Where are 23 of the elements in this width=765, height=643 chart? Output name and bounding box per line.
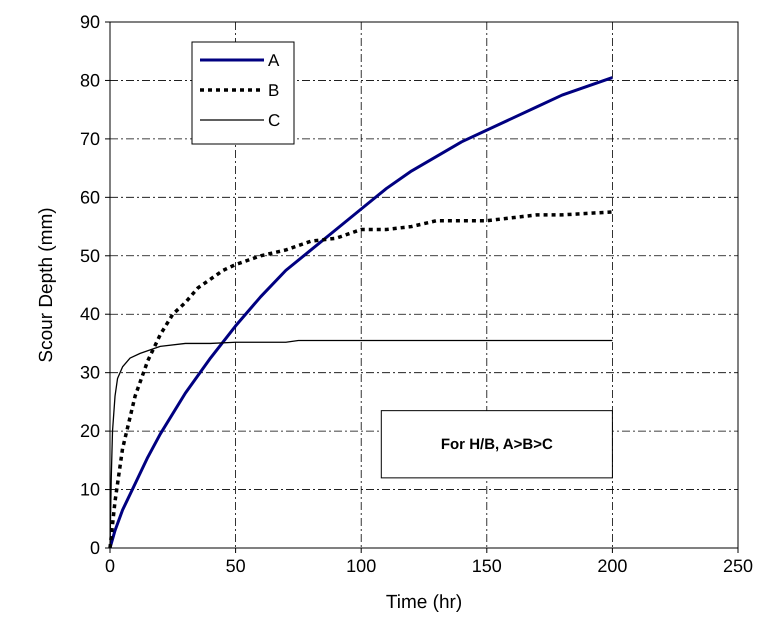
line-series bbox=[108, 76, 614, 550]
y-tick-label: 40 bbox=[80, 304, 100, 324]
y-tick-label: 0 bbox=[90, 538, 100, 558]
y-axis-title: Scour Depth (mm) bbox=[36, 207, 57, 363]
y-tick-label: 30 bbox=[80, 362, 100, 383]
x-tick-label: 50 bbox=[226, 556, 246, 576]
legend-label: B bbox=[268, 81, 280, 100]
y-tick-label: 80 bbox=[80, 70, 100, 90]
annotation: For H/B, A>B>C bbox=[440, 436, 553, 453]
legend-label: C bbox=[268, 111, 280, 130]
x-axis-title: Time (hr) bbox=[386, 592, 462, 613]
y-tick-label: 70 bbox=[80, 128, 100, 149]
y-tick-label: 60 bbox=[80, 187, 100, 208]
y-tick-label: 90 bbox=[80, 12, 100, 32]
x-tick-label: 200 bbox=[597, 556, 628, 576]
x-tick-label: 0 bbox=[104, 556, 116, 576]
x-tick-label: 150 bbox=[472, 556, 502, 576]
x-tick-label: 250 bbox=[722, 556, 754, 576]
legend-label: A bbox=[268, 51, 280, 70]
y-tick-label: 20 bbox=[80, 421, 100, 442]
x-tick-label: 100 bbox=[346, 556, 376, 576]
y-tick-label: 10 bbox=[80, 480, 100, 500]
y-tick-label: 50 bbox=[80, 246, 100, 266]
